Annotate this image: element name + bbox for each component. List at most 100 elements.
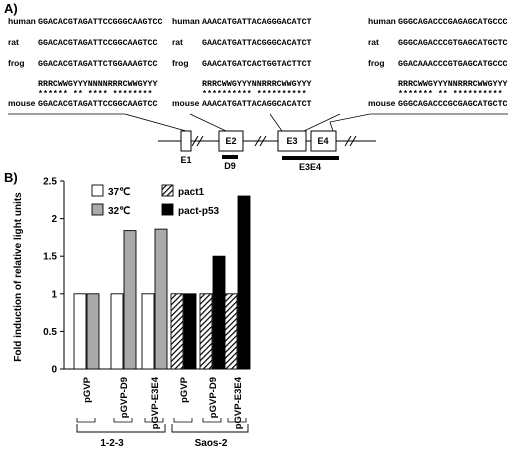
consensus-sequence: RRRCWWGYYYNNNNRRRCWWGYYY: [38, 80, 158, 89]
connector-line: [329, 113, 371, 132]
sequence: AAACATGATTACAGGGACATCT: [202, 18, 312, 27]
bar-1-2-3-32: [154, 228, 168, 370]
legend-swatch: [91, 184, 104, 197]
sequence: AAACATGATTACAGGCACATCT: [202, 100, 312, 109]
exon-e3-box: [277, 130, 307, 152]
exon-e2-box: [218, 130, 244, 152]
species-label: mouse: [172, 98, 200, 108]
category-bracket: [173, 418, 193, 423]
sequence: GGGCAGACCCGAGAGCATGCCC: [398, 18, 508, 27]
legend-swatch: [161, 184, 174, 197]
sequence: GGACACGTAGATTCCGGCAAGTCC: [38, 100, 158, 109]
bar-saos-2-pactp53: [237, 195, 251, 370]
group-bracket: [76, 424, 166, 433]
consensus-sequence: RRRCWWGYYYNNRRRCWWGYYY: [202, 80, 312, 89]
sequence: GAACATGATTACGGGCACATCT: [202, 39, 312, 48]
chart-legend: 37℃ 32℃ pact1 pact-p53: [91, 184, 220, 217]
sequence: GGGCAGACCCGTGAGCATGCTC: [398, 39, 508, 48]
break-mark: [254, 135, 267, 147]
consensus-sequence: RRRCWWGYYYNNRRRCWWGYYY: [398, 80, 508, 89]
x-tick-label: pGVP-D9: [119, 377, 130, 418]
connector-line: [189, 113, 227, 132]
y-axis-label: Fold induction of relative light units: [13, 192, 24, 362]
sequence: GGACACGTAGATTCCGGGCAAGTCC: [38, 18, 162, 27]
conservation-stars: ******* ** **********: [398, 89, 503, 99]
x-tick-label: pGVP-D9: [208, 377, 219, 418]
category-bracket: [76, 418, 96, 423]
sequence: GAACATGATCACTGGTACTTCT: [202, 60, 312, 69]
sequence: GGACAAACCCGTGAGCATGCCC: [398, 60, 508, 69]
x-tick-label: pGVP-E3E4: [150, 376, 161, 429]
x-tick-label: pGVP: [82, 376, 93, 403]
x-tick-label: pGVP: [179, 376, 190, 403]
legend-label: 32℃: [108, 206, 130, 217]
exon-e4-box: [310, 130, 337, 152]
exon-e2-label: E2: [225, 136, 236, 146]
species-label: mouse: [8, 98, 36, 108]
d9-fragment-label: D9: [224, 161, 236, 171]
species-label: frog: [8, 58, 25, 68]
conservation-stars: ****** ** **** ********: [38, 89, 153, 99]
x-tick-labels: pGVP pGVP-D9 pGVP-E3E4 pGVP pGVP-D9 pGVP-E3E4: [82, 376, 244, 429]
y-tick-label: 0.5: [43, 327, 57, 338]
category-bracket: [227, 418, 247, 423]
break-mark: [344, 135, 357, 147]
y-tick-label: 0: [51, 365, 57, 376]
exon-e4-label: E4: [317, 136, 328, 146]
species-label: frog: [172, 58, 189, 68]
category-bracket: [144, 418, 164, 423]
species-label: human: [8, 16, 36, 26]
species-label: frog: [368, 58, 385, 68]
group-label: Saos-2: [195, 438, 228, 449]
y-tick-label: 2.5: [43, 177, 57, 188]
species-label: rat: [8, 37, 19, 47]
sequence: GGACACGTAGATTCCGGCAAGTCC: [38, 39, 158, 48]
species-label: rat: [368, 37, 379, 47]
bar-1-2-3-37: [73, 293, 87, 370]
y-tick-label: 1: [51, 289, 57, 300]
species-label: human: [368, 16, 396, 26]
legend-swatch: [161, 203, 174, 216]
bar-1-2-3-37: [141, 293, 155, 370]
exon-e3-label: E3: [286, 136, 297, 146]
legend-label: pact-p53: [178, 206, 220, 217]
legend-swatch: [91, 203, 104, 216]
d9-fragment-bar: [222, 155, 238, 159]
panel-b-label: B): [4, 170, 18, 185]
bar-saos-2-pact1: [170, 293, 184, 370]
species-label: mouse: [368, 98, 396, 108]
gene-map: E2 E3 E4 E1 D9 E3E4: [8, 113, 508, 172]
species-label: human: [172, 16, 200, 26]
bar-1-2-3-32: [123, 230, 137, 370]
exon-e1-box: [180, 130, 192, 152]
species-label: rat: [172, 37, 183, 47]
bar-saos-2-pactp53: [212, 255, 226, 370]
panel-a-label: A): [4, 1, 18, 16]
bar-1-2-3-32: [86, 293, 100, 370]
bar-series: [73, 195, 251, 370]
category-bracket: [202, 418, 222, 423]
break-mark: [191, 135, 204, 147]
bar-saos-2-pact1: [224, 293, 238, 370]
bar-1-2-3-37: [110, 293, 124, 370]
x-tick-label: pGVP-E3E4: [233, 376, 244, 429]
group-label: 1-2-3: [100, 438, 124, 449]
category-bracket: [113, 418, 133, 423]
y-tick-label: 2: [51, 214, 57, 225]
sequence: GGGCAGACCCGCGAGCATGCTC: [398, 100, 508, 109]
bar-chart: Fold induction of relative light units 0…: [13, 177, 251, 449]
bar-saos-2-pactp53: [183, 293, 197, 370]
connector-line: [303, 113, 341, 132]
legend-label: pact1: [178, 187, 205, 198]
y-tick-label: 1.5: [43, 252, 57, 263]
e3e4-fragment-bar: [282, 156, 339, 160]
connector-line: [269, 113, 283, 132]
sequence: GGACACGTAGATTCTGGAAAGTCC: [38, 60, 158, 69]
group-bracket: [171, 424, 249, 433]
exon-e1-label: E1: [180, 155, 191, 165]
conservation-stars: ********** **********: [202, 89, 307, 99]
group-brackets: 1-2-3 Saos-2: [76, 418, 249, 449]
bar-saos-2-pact1: [199, 293, 213, 370]
e3e4-fragment-label: E3E4: [299, 162, 321, 172]
